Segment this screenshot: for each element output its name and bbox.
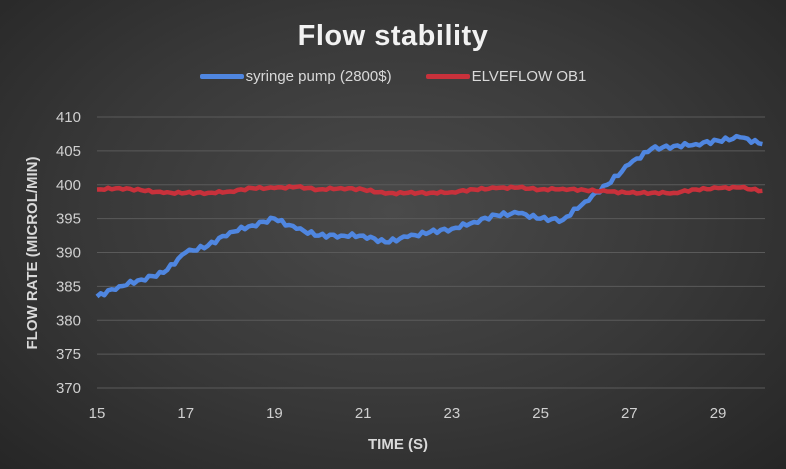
y-tick-label: 390 [56, 245, 81, 262]
legend-item-elveflow: ELVEFLOW OB1 [425, 68, 587, 85]
x-tick-label: 21 [355, 405, 372, 422]
y-tick-label: 370 [56, 380, 81, 397]
x-tick-label: 27 [621, 405, 638, 422]
y-tick-label: 385 [56, 278, 81, 295]
legend-label-syringe-pump: syringe pump (2800$) [245, 68, 392, 85]
x-tick-label: 15 [89, 405, 106, 422]
x-tick-label: 19 [266, 405, 283, 422]
x-axis-label: TIME (S) [368, 436, 428, 453]
y-tick-label: 405 [56, 143, 81, 160]
x-tick-label: 23 [444, 405, 461, 422]
legend-swatch-elveflow [425, 74, 470, 79]
legend-swatch-syringe-pump [199, 74, 244, 79]
series-line-syringe-pump [95, 133, 763, 299]
y-tick-label: 400 [56, 177, 81, 194]
y-tick-label: 410 [56, 109, 81, 126]
series-line-elveflow [96, 184, 763, 197]
y-tick-label: 380 [56, 312, 81, 329]
y-axis-label: FLOW RATE (MICROL/MIN) [24, 156, 41, 349]
y-tick-label: 375 [56, 346, 81, 363]
legend: syringe pump (2800$) ELVEFLOW OB1 [0, 68, 786, 85]
x-tick-label: 29 [710, 405, 727, 422]
x-tick-label: 17 [177, 405, 194, 422]
x-tick-label: 25 [532, 405, 549, 422]
chart-title: Flow stability [297, 20, 489, 52]
legend-label-elveflow: ELVEFLOW OB1 [471, 68, 587, 85]
y-tick-label: 395 [56, 211, 81, 228]
legend-item-syringe-pump: syringe pump (2800$) [199, 68, 392, 85]
